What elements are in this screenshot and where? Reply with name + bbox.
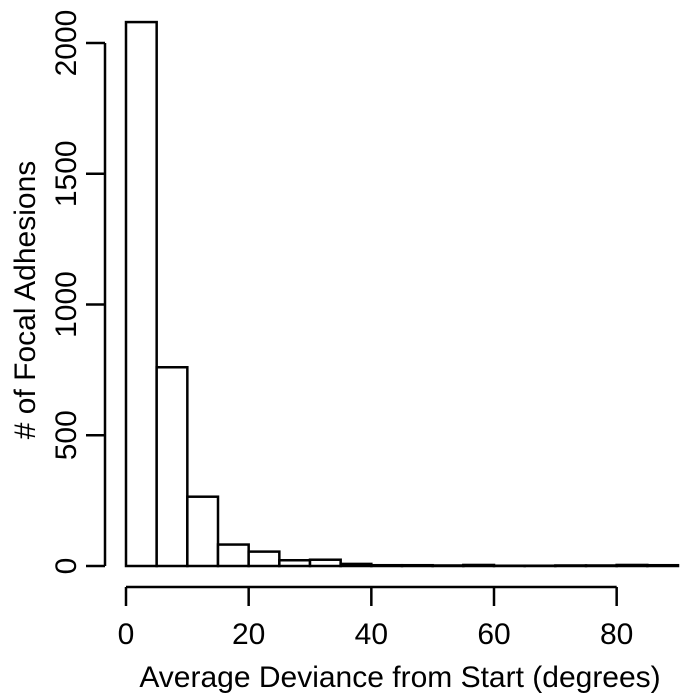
y-tick-label: 1000 — [50, 271, 83, 338]
y-axis-label: # of Focal Adhesions — [9, 161, 42, 440]
histogram-bar — [278, 558, 312, 568]
histogram-bar — [308, 558, 342, 568]
y-tick-label: 500 — [50, 410, 83, 460]
x-tick-label: 60 — [477, 618, 510, 651]
histogram-bar — [124, 20, 158, 568]
x-tick-label: 40 — [355, 618, 388, 651]
histogram-bar — [155, 366, 189, 568]
histogram-bar — [186, 495, 220, 568]
x-tick-label: 80 — [600, 618, 633, 651]
histogram-bar — [370, 563, 404, 568]
histogram-bar — [462, 563, 496, 568]
histogram-bar — [339, 562, 373, 568]
x-tick-label: 20 — [232, 618, 265, 651]
histogram-bar — [615, 563, 649, 568]
histogram-bar — [584, 564, 618, 568]
y-tick-label: 2000 — [50, 10, 83, 77]
x-axis: 0 20 40 60 80 — [118, 585, 633, 651]
y-axis: 0 500 1000 1500 2000 — [50, 10, 107, 575]
histogram-bar — [216, 543, 250, 568]
histogram-bar — [400, 563, 434, 568]
histogram-bar — [646, 563, 680, 568]
histogram-bar — [247, 550, 281, 568]
histogram-bar — [554, 564, 588, 568]
x-axis-label: Average Deviance from Start (degrees) — [139, 661, 660, 694]
y-tick-label: 1500 — [50, 140, 83, 207]
histogram-bars — [124, 20, 680, 568]
y-tick-label: 0 — [50, 558, 83, 575]
x-tick-label: 0 — [118, 618, 135, 651]
histogram-bar — [431, 564, 465, 568]
